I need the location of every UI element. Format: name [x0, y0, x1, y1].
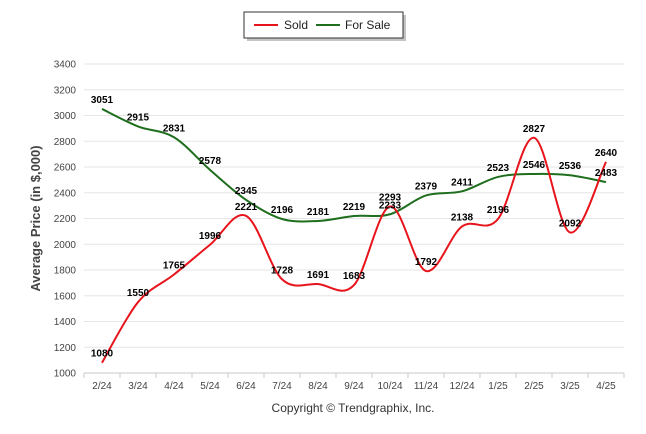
data-label-sold: 1765: [163, 261, 186, 272]
y-tick-label: 1400: [54, 317, 77, 328]
data-label-for-sale: 2536: [559, 161, 582, 172]
y-tick-label: 1200: [54, 343, 77, 354]
data-label-sold: 1792: [415, 257, 438, 268]
x-tick-label: 6/24: [236, 381, 256, 392]
data-label-sold: 2221: [235, 202, 258, 213]
x-tick-label: 9/24: [344, 381, 364, 392]
x-tick-label: 3/24: [128, 381, 148, 392]
x-axis: 2/24 3/24 4/24 5/24 6/24 7/24 8/24 9/24 10/24 11/…: [83, 372, 625, 392]
y-tick-label: 2200: [54, 214, 77, 225]
y-tick-label: 3400: [54, 60, 77, 71]
data-labels: 1080 1550 1765 1996 2221 1728 1691 1683 2293 1792…: [91, 95, 618, 360]
series-lines: [101, 108, 607, 364]
y-tick-label: 2800: [54, 137, 77, 148]
series-line-for-sale: [101, 108, 607, 223]
data-label-sold: 2293: [379, 193, 402, 204]
y-tick-label: 1800: [54, 266, 77, 277]
x-tick-label: 8/24: [308, 381, 328, 392]
x-tick-label: 7/24: [272, 381, 292, 392]
data-label-sold: 1728: [271, 265, 294, 276]
grid-lines: [84, 63, 624, 374]
data-label-for-sale: 2411: [451, 177, 473, 188]
data-label-sold: 1996: [199, 231, 222, 242]
x-tick-label: 10/24: [377, 381, 402, 392]
copyright-text: Copyright © Trendgraphix, Inc.: [272, 401, 435, 415]
data-label-sold: 1080: [91, 349, 114, 360]
x-tick-label: 11/24: [414, 381, 439, 392]
y-tick-label: 2400: [54, 188, 77, 199]
data-label-for-sale: 2233: [379, 200, 402, 211]
y-axis-label: Average Price (in $,000): [28, 145, 43, 291]
data-label-sold: 2640: [595, 148, 618, 159]
x-tick-label: 2/24: [92, 381, 112, 392]
data-label-for-sale: 2523: [487, 163, 510, 174]
data-label-for-sale: 2578: [199, 156, 222, 167]
x-tick-label: 4/24: [164, 381, 184, 392]
y-tick-label: 2000: [54, 240, 77, 251]
y-tick-label: 3200: [54, 85, 77, 96]
data-label-sold: 2827: [523, 124, 546, 135]
legend-label-for-sale: For Sale: [345, 18, 391, 32]
data-label-for-sale: 2196: [271, 205, 294, 216]
y-tick-label: 1600: [54, 291, 77, 302]
data-label-for-sale: 2483: [595, 168, 618, 179]
y-tick-label: 3000: [54, 111, 77, 122]
data-label-for-sale: 2379: [415, 181, 438, 192]
x-tick-label: 1/25: [488, 381, 508, 392]
y-tick-label: 2600: [54, 163, 77, 174]
data-label-for-sale: 2831: [163, 123, 186, 134]
x-tick-label: 3/25: [560, 381, 580, 392]
x-tick-label: 12/24: [449, 381, 474, 392]
data-label-sold: 2092: [559, 218, 582, 229]
data-label-sold: 1691: [307, 270, 330, 281]
x-tick-label: 5/24: [200, 381, 220, 392]
data-label-sold: 2196: [487, 205, 510, 216]
legend: Sold For Sale: [243, 11, 406, 41]
y-tick-label: 1000: [54, 369, 77, 380]
x-tick-label: 2/25: [524, 381, 544, 392]
x-tick-label: 4/25: [596, 381, 616, 392]
data-label-for-sale: 2181: [307, 207, 330, 218]
data-label-for-sale: 2915: [127, 112, 150, 123]
data-label-for-sale: 3051: [91, 95, 114, 106]
y-axis: 1000 1200 1400 1600 1800 2000 2200 2400 2600 2800…: [54, 60, 77, 380]
data-label-for-sale: 2546: [523, 160, 546, 171]
data-label-sold: 1550: [127, 288, 150, 299]
data-label-sold: 1683: [343, 271, 366, 282]
data-label-for-sale: 2345: [235, 186, 258, 197]
data-label-for-sale: 2219: [343, 202, 366, 213]
data-label-sold: 2138: [451, 212, 474, 223]
series-line-sold: [101, 136, 607, 364]
legend-label-sold: Sold: [284, 18, 308, 32]
